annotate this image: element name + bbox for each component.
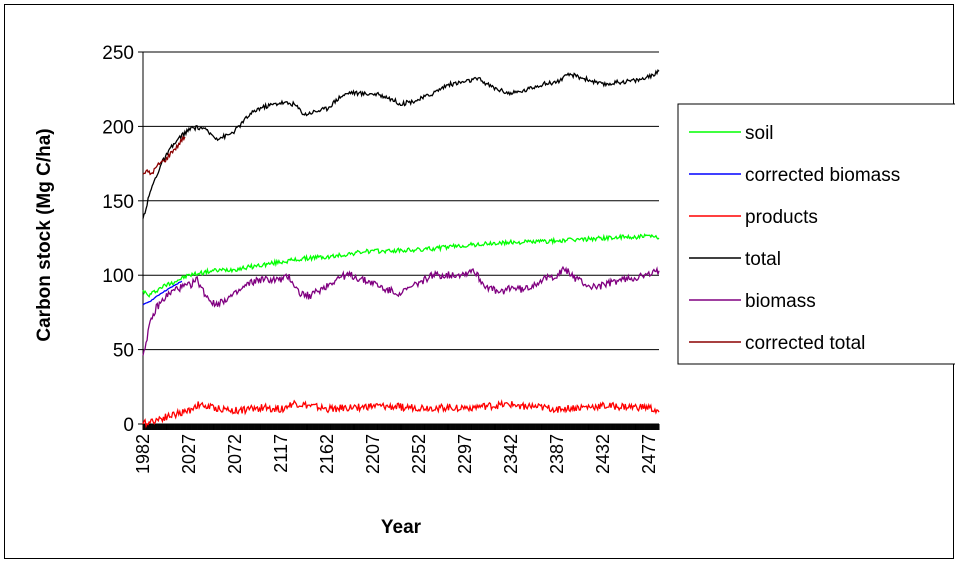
legend: soil corrected biomass products total biomas…	[677, 103, 959, 365]
legend-label: soil	[745, 123, 774, 144]
series-line-products	[142, 398, 660, 429]
x-tick-label: 2297	[455, 434, 475, 474]
y-tick-label: 0	[123, 415, 134, 436]
series-line-biomass	[142, 265, 660, 356]
y-tick-label: 200	[102, 117, 134, 138]
gridlines	[143, 51, 659, 351]
series-line-corrected-biomass	[142, 280, 183, 306]
y-axis: 0 50 100 150 200 250	[102, 43, 144, 436]
legend-label: products	[745, 207, 818, 228]
series-lines	[142, 69, 660, 429]
x-tick-label: 2387	[547, 434, 567, 474]
series-line-total	[142, 69, 660, 219]
series-line-soil	[142, 233, 660, 298]
y-tick-label: 100	[102, 266, 134, 287]
x-tick-label: 2207	[363, 434, 383, 474]
series-line-corrected-total	[142, 135, 186, 176]
x-tick-marks	[142, 424, 660, 430]
legend-label: corrected biomass	[745, 165, 900, 186]
chart-frame: 0 50 100 150 200 250 1982 2027 2072 2117 2162 2207…	[4, 4, 959, 559]
x-tick-label: 2027	[179, 434, 199, 474]
x-tick-label: 2252	[409, 434, 429, 474]
y-tick-label: 50	[113, 341, 134, 362]
legend-label: total	[745, 249, 781, 270]
x-tick-label: 2477	[639, 434, 659, 474]
y-tick-label: 150	[102, 192, 134, 213]
legend-label: corrected total	[745, 333, 865, 354]
line-chart: 0 50 100 150 200 250 1982 2027 2072 2117 2162 2207…	[34, 43, 959, 538]
x-axis: 1982 2027 2072 2117 2162 2207 2252 2297 2342 2387…	[133, 423, 660, 474]
y-axis-title: Carbon stock (Mg C/ha)	[34, 128, 55, 341]
x-tick-label: 2117	[271, 434, 291, 473]
y-tick-label: 250	[102, 43, 134, 64]
x-tick-label: 1982	[133, 434, 153, 474]
x-tick-label: 2342	[501, 434, 521, 474]
legend-label: biomass	[745, 291, 816, 312]
x-tick-label: 2432	[593, 434, 613, 474]
x-tick-label: 2072	[225, 434, 245, 474]
x-tick-label: 2162	[317, 434, 337, 474]
x-axis-title: Year	[381, 517, 422, 538]
legend-box	[677, 103, 959, 365]
